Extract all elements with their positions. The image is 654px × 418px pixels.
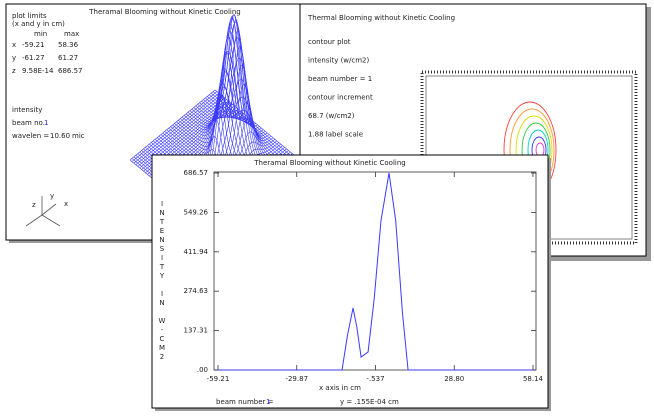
info-line: contour increment: [308, 94, 373, 102]
label: beam no.: [12, 119, 45, 127]
axis-label: z: [32, 201, 36, 209]
x-tick-label: -29.87: [285, 375, 308, 383]
window-title: Thermal Blooming without Kinetic Cooling: [307, 14, 455, 22]
data-line: [218, 172, 533, 371]
mesh-line: [212, 91, 299, 162]
info-line: contour plot: [308, 38, 351, 46]
y-tick-label: 137.31: [184, 327, 209, 335]
limit-cell: 9.58E-14: [22, 67, 54, 75]
info-line: intensity (w/cm2): [308, 57, 370, 65]
limit-cell: -61.27: [22, 54, 45, 62]
y-tick-label: .00: [197, 366, 208, 374]
y-axis-label: INTENSITY IN W-CM2: [158, 200, 166, 362]
y-tick-label: 274.63: [184, 287, 209, 295]
value: 10.60: [50, 132, 70, 140]
limit-cell: 61.27: [58, 54, 78, 62]
contour-info: contour plot intensity (w/cm2) beam number…: [308, 38, 373, 139]
limits: x -59.21 58.36 y -61.27 61.27 z 9.58E-14 686.57: [12, 41, 83, 75]
label: plot limits: [12, 12, 47, 20]
axis-label: x: [64, 200, 68, 208]
limit-cell: 58.36: [58, 41, 79, 49]
axis-label: y: [50, 192, 54, 200]
y-tick-label: 686.57: [184, 169, 209, 177]
label: wavelen =: [12, 132, 49, 140]
x-tick-label: -.537: [366, 375, 384, 383]
label: min: [34, 30, 47, 38]
limit-cell: 686.57: [58, 67, 83, 75]
label: mic: [72, 132, 85, 140]
info-line: 68.7 (w/cm2): [308, 112, 355, 120]
label: (x and y in cm): [12, 20, 65, 28]
limit-cell: -59.21: [22, 41, 45, 49]
mesh-line: [214, 89, 301, 161]
label: intensity: [12, 106, 42, 114]
line-window: Theramal Blooming without Kinetic Coolin…: [151, 154, 551, 411]
label: max: [64, 30, 79, 38]
limit-cell: z: [12, 67, 16, 75]
mesh-line: [209, 94, 295, 166]
label: beam number =: [216, 398, 274, 406]
info-line: 1.88 label scale: [308, 131, 363, 139]
limit-cell: x: [12, 41, 16, 49]
plot-frame: [213, 171, 537, 371]
value: 1: [44, 119, 48, 127]
x-tick-label: -59.21: [207, 375, 230, 383]
axes-icon: [25, 196, 61, 227]
mesh-line: [210, 92, 297, 164]
y-tick-label: 549.26: [184, 208, 209, 216]
value: 1: [266, 398, 270, 406]
x-tick-label: 58.14: [523, 375, 544, 383]
y-tick-label: 411.94: [184, 248, 209, 256]
chart-title: Theramal Blooming without Kinetic Coolin…: [253, 159, 405, 167]
label: y = .155E-04 cm: [340, 398, 399, 406]
window-title: Theramal Blooming without Kinetic Coolin…: [88, 8, 240, 16]
limit-cell: y: [12, 54, 16, 62]
x-axis-label: x axis in cm: [319, 384, 361, 392]
info-line: beam number = 1: [308, 75, 372, 83]
x-tick-label: 28.80: [444, 375, 464, 383]
surface-window: Theramal Blooming without Kinetic Coolin…: [5, 3, 309, 243]
